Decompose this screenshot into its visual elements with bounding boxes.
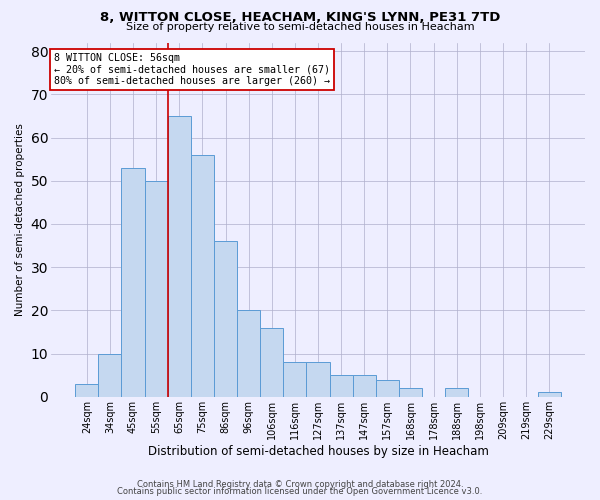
Bar	[329, 375, 353, 397]
Bar	[445, 388, 468, 397]
Bar	[376, 380, 399, 397]
Bar	[75, 384, 98, 397]
Text: 8 WITTON CLOSE: 56sqm
← 20% of semi-detached houses are smaller (67)
80% of semi: 8 WITTON CLOSE: 56sqm ← 20% of semi-deta…	[53, 53, 329, 86]
Bar	[260, 328, 283, 397]
Bar	[307, 362, 329, 397]
Text: 8, WITTON CLOSE, HEACHAM, KING'S LYNN, PE31 7TD: 8, WITTON CLOSE, HEACHAM, KING'S LYNN, P…	[100, 11, 500, 24]
Bar	[283, 362, 307, 397]
Text: Contains public sector information licensed under the Open Government Licence v3: Contains public sector information licen…	[118, 488, 482, 496]
Bar	[191, 155, 214, 397]
Bar	[237, 310, 260, 397]
Bar	[353, 375, 376, 397]
Text: Contains HM Land Registry data © Crown copyright and database right 2024.: Contains HM Land Registry data © Crown c…	[137, 480, 463, 489]
Bar	[145, 181, 168, 397]
Bar	[168, 116, 191, 397]
Text: Size of property relative to semi-detached houses in Heacham: Size of property relative to semi-detach…	[125, 22, 475, 32]
Bar	[121, 168, 145, 397]
Bar	[214, 241, 237, 397]
Y-axis label: Number of semi-detached properties: Number of semi-detached properties	[15, 123, 25, 316]
Bar	[399, 388, 422, 397]
X-axis label: Distribution of semi-detached houses by size in Heacham: Distribution of semi-detached houses by …	[148, 444, 488, 458]
Bar	[538, 392, 561, 397]
Bar	[98, 354, 121, 397]
